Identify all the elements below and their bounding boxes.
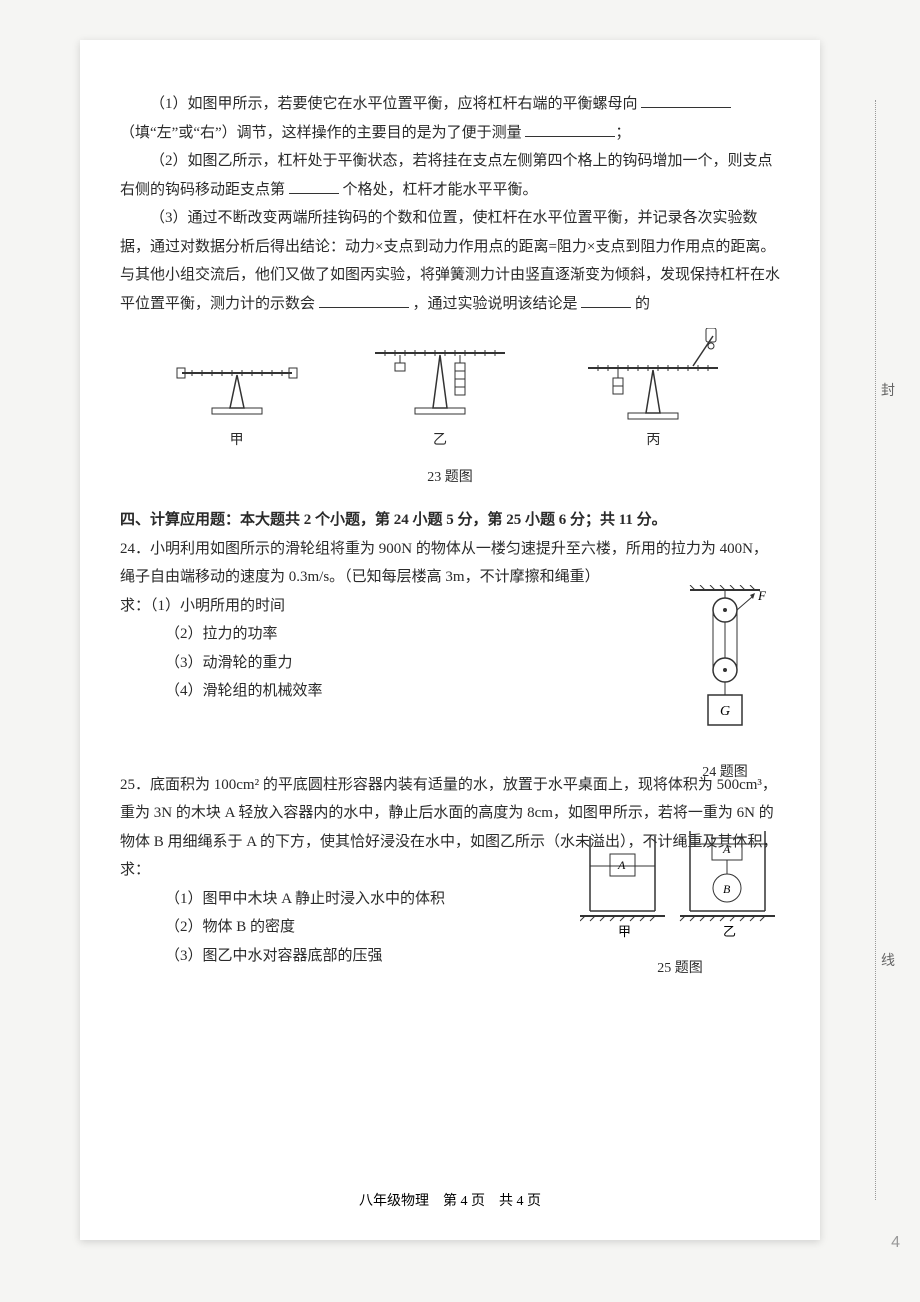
diagram-jia: 甲: [172, 353, 302, 455]
exam-page: （1）如图甲所示，若要使它在水平位置平衡，应将杠杆右端的平衡螺母向 （填“左”或…: [80, 40, 820, 1240]
q23-diagrams: 甲: [120, 328, 780, 455]
q25-container: 25．底面积为 100cm² 的平底圆柱形容器内装有适量的水，放置于水平桌面上，…: [120, 771, 780, 971]
pulley-svg: F G: [680, 585, 770, 745]
q23-sub1-cont: （填“左”或“右”）调节，这样操作的主要目的是为了便于测量 ；: [120, 119, 780, 148]
blank-23-1: [641, 93, 731, 108]
lever-yi-svg: [365, 333, 515, 423]
binding-text-3: 线: [881, 950, 895, 970]
binding-line: [875, 100, 905, 1200]
q25-asks: （1）图甲中木块 A 静止时浸入水中的体积 （2）物体 B 的密度 （3）图乙中…: [120, 885, 600, 971]
blank-23-2: [525, 122, 615, 137]
q25-ask2: （2）物体 B 的密度: [120, 913, 600, 942]
container-svg: A 甲 A B 乙: [580, 826, 780, 946]
q25-ask3: （3）图乙中水对容器底部的压强: [120, 942, 600, 971]
label-G: G: [720, 704, 730, 719]
q23-caption: 23 题图: [120, 465, 780, 492]
page-footer: 八年级物理 第 4 页 共 4 页: [80, 1190, 820, 1210]
label-B: B: [723, 882, 731, 896]
label-F: F: [757, 588, 767, 603]
lever-bing-svg: [578, 328, 728, 423]
section4-title: 四、计算应用题：本大题共 2 个小题，第 24 小题 5 分，第 25 小题 6…: [120, 506, 780, 535]
label-jia-25: 甲: [618, 924, 631, 939]
binding-text-1: 封: [881, 380, 895, 400]
q23-sub1-text: （1）如图甲所示，若要使它在水平位置平衡，应将杠杆右端的平衡螺母向: [150, 96, 638, 112]
diagram-bing: 丙: [578, 328, 728, 455]
q24-ask3: （3）动滑轮的重力: [120, 649, 620, 678]
q23-sub3-end-text: 的: [635, 296, 650, 312]
diagram-yi: 乙: [365, 333, 515, 455]
label-jia: 甲: [172, 428, 302, 455]
lever-jia-svg: [172, 353, 302, 423]
q23-sub3-cont-text: ，通过实验说明该结论是: [413, 296, 578, 312]
label-yi-25: 乙: [723, 924, 736, 939]
blank-23-5: [581, 293, 631, 308]
blank-23-3: [289, 179, 339, 194]
label-A-yi: A: [722, 842, 731, 856]
content-area: （1）如图甲所示，若要使它在水平位置平衡，应将杠杆右端的平衡螺母向 （填“左”或…: [120, 90, 780, 970]
q24-diagram: F G 24 题图: [680, 585, 770, 802]
q23-sub2: （2）如图乙所示，杠杆处于平衡状态，若将挂在支点左侧第四个格上的钩码增加一个，则…: [120, 147, 780, 204]
q24-asks: 求：（1）小明所用的时间 （2）拉力的功率 （3）动滑轮的重力 （4）滑轮组的机…: [120, 592, 620, 706]
q25-ask1: （1）图甲中木块 A 静止时浸入水中的体积: [120, 885, 600, 914]
q23-sub3: （3）通过不断改变两端所挂钩码的个数和位置，使杠杆在水平位置平衡，并记录各次实验…: [120, 204, 780, 318]
q24-ask2: （2）拉力的功率: [120, 620, 620, 649]
q24-stem: 24．小明利用如图所示的滑轮组将重为 900N 的物体从一楼匀速提升至六楼，所用…: [120, 535, 780, 592]
q24-ask4: （4）滑轮组的机械效率: [120, 677, 620, 706]
blank-23-4: [319, 293, 409, 308]
q24-ask1: 求：（1）小明所用的时间: [120, 592, 620, 621]
q23-sub1: （1）如图甲所示，若要使它在水平位置平衡，应将杠杆右端的平衡螺母向: [120, 90, 780, 119]
q25-caption: 25 题图: [580, 956, 780, 983]
label-A-jia: A: [617, 858, 626, 872]
label-yi: 乙: [365, 428, 515, 455]
q24-container: 24．小明利用如图所示的滑轮组将重为 900N 的物体从一楼匀速提升至六楼，所用…: [120, 535, 780, 706]
q23-sub2-cont-text: 个格处，杠杆才能水平平衡。: [343, 182, 538, 198]
label-bing: 丙: [578, 428, 728, 455]
q23-sub1-cont-text: （填“左”或“右”）调节，这样操作的主要目的是为了便于测量: [120, 125, 522, 141]
q25-diagram: A 甲 A B 乙 2: [580, 826, 780, 998]
outer-page-number: 4: [891, 1234, 900, 1252]
